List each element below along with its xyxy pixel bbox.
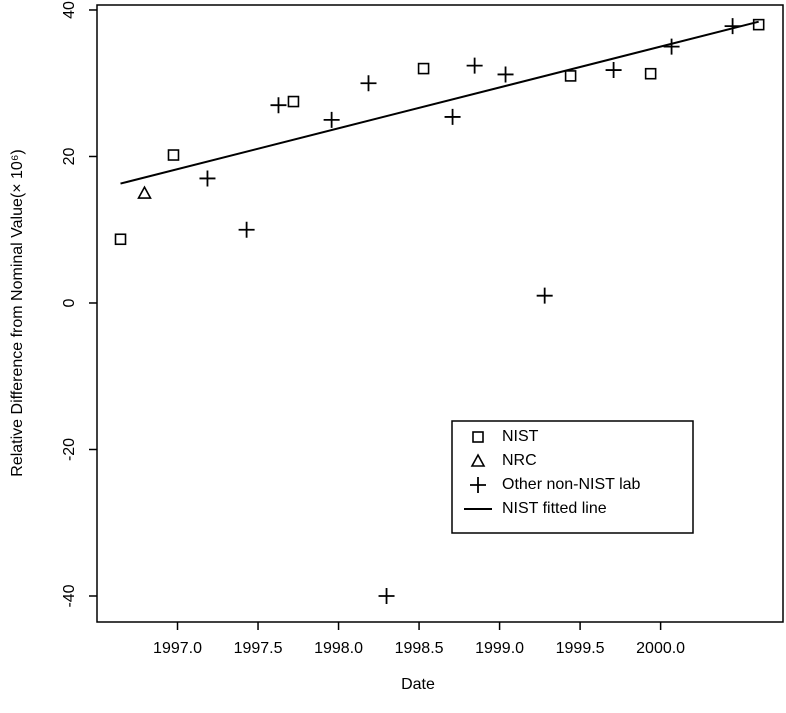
- point: [360, 75, 377, 92]
- point: [287, 95, 300, 108]
- x-tick-label: 1997.5: [234, 640, 283, 657]
- y-axis-label: Relative Difference from Nominal Value(×…: [9, 149, 26, 476]
- point: [417, 62, 430, 75]
- fitted-line: [120, 20, 759, 185]
- x-axis-label: Date: [401, 676, 435, 693]
- y-tick-label: -40: [61, 584, 78, 607]
- point: [564, 70, 577, 82]
- x-tick-label: 1999.0: [475, 640, 524, 657]
- y-tick-label: 20: [61, 147, 78, 165]
- x-tick-label: 1999.5: [556, 640, 605, 657]
- legend-box: [451, 420, 694, 534]
- legend-label: Other non-NIST lab: [502, 476, 641, 493]
- legend-swatch: [470, 453, 486, 467]
- point: [323, 111, 340, 128]
- x-tick-label: 1998.0: [314, 640, 363, 657]
- point: [378, 587, 395, 604]
- point: [114, 233, 127, 246]
- legend-label: NIST fitted line: [502, 500, 607, 517]
- point: [466, 57, 483, 74]
- point: [238, 221, 255, 238]
- point: [752, 18, 765, 31]
- y-tick-label: 0: [61, 298, 78, 307]
- legend-label: NRC: [502, 452, 537, 469]
- x-tick-label: 2000.0: [636, 640, 685, 657]
- point: [663, 38, 680, 55]
- point: [137, 185, 152, 199]
- plot-frame: [96, 4, 784, 623]
- legend-label: NIST: [502, 428, 539, 445]
- y-tick-label: -20: [61, 438, 78, 461]
- point: [644, 67, 657, 80]
- x-tick-label: 1997.0: [153, 640, 202, 657]
- point: [444, 108, 461, 125]
- y-tick-label: 40: [61, 1, 78, 19]
- legend-swatch: [470, 477, 486, 493]
- legend-swatch: [472, 431, 484, 443]
- point: [270, 97, 287, 114]
- point: [497, 66, 514, 83]
- point: [605, 62, 622, 79]
- point: [167, 149, 180, 161]
- point: [536, 287, 553, 304]
- point: [199, 170, 216, 187]
- x-tick-label: 1998.5: [395, 640, 444, 657]
